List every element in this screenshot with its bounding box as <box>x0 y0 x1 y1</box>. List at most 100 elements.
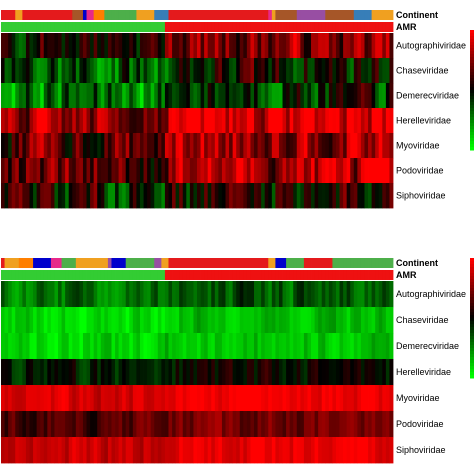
heatmap-cell <box>150 333 155 360</box>
heatmap-cell <box>218 58 223 84</box>
continent-annotation-cell <box>243 10 248 20</box>
heatmap-cell <box>115 437 119 464</box>
heatmap-cell <box>371 83 376 109</box>
amr-annotation-cell <box>232 270 237 280</box>
heatmap-cell <box>125 411 130 438</box>
heatmap-cell <box>318 307 323 334</box>
amr-annotation-cell <box>168 270 173 280</box>
heatmap-cell <box>368 307 373 334</box>
amr-annotation-cell <box>154 270 159 280</box>
heatmap-cell <box>1 183 5 209</box>
continent-annotation-cell <box>164 10 169 20</box>
heatmap-cell <box>382 83 387 109</box>
heatmap-cell <box>90 58 95 84</box>
heatmap-cell <box>65 33 70 59</box>
heatmap-cell <box>261 83 266 109</box>
heatmap-cell <box>214 33 219 59</box>
heatmap-cell <box>218 385 223 412</box>
amr-annotation-cell <box>264 270 269 280</box>
heatmap-cell <box>275 58 280 84</box>
amr-annotation-cell <box>157 22 162 32</box>
heatmap-cell <box>8 281 13 308</box>
heatmap-cell <box>239 385 244 412</box>
continent-annotation-cell <box>175 10 180 20</box>
heatmap-cell <box>18 158 23 184</box>
heatmap-cell <box>368 333 373 360</box>
heatmap-cell <box>50 158 55 184</box>
amr-annotation-cell <box>4 22 9 32</box>
heatmap-cell <box>104 333 109 360</box>
heatmap-cell <box>129 83 134 109</box>
heatmap-cell <box>300 411 305 438</box>
continent-annotation-cell <box>90 10 95 20</box>
continent-annotation-cell <box>29 10 34 20</box>
row-label: Podoviridae <box>396 166 444 176</box>
continent-annotation-cell <box>225 10 230 20</box>
heatmap-cell <box>40 108 45 134</box>
heatmap-cell <box>293 333 298 360</box>
heatmap-cell <box>115 411 119 438</box>
heatmap-cell <box>243 307 248 334</box>
amr-annotation-cell <box>268 22 273 32</box>
heatmap-cell <box>164 359 169 386</box>
heatmap-cell <box>368 437 373 464</box>
heatmap-cell <box>293 307 298 334</box>
heatmap-cell <box>282 437 287 464</box>
heatmap-cell <box>1 385 5 412</box>
heatmap-cell <box>311 33 315 59</box>
heatmap-cell <box>186 411 191 438</box>
continent-annotation-cell <box>371 10 376 20</box>
heatmap-cell <box>15 281 20 308</box>
heatmap-cell <box>382 281 387 308</box>
heatmap-cell <box>314 33 319 59</box>
color-scale-step <box>470 60 474 64</box>
heatmap-cell <box>161 83 166 109</box>
amr-annotation-cell <box>172 270 177 280</box>
heatmap-cell <box>136 183 141 209</box>
continent-annotation-cell <box>314 10 319 20</box>
amr-annotation-cell <box>214 270 219 280</box>
heatmap-panel-top: ContinentAMRAutographiviridaeChasevirida… <box>1 10 474 209</box>
heatmap-cell <box>193 307 198 334</box>
heatmap-cell <box>107 333 112 360</box>
heatmap-cell <box>368 58 373 84</box>
heatmap-cell <box>90 411 95 438</box>
heatmap-cell <box>385 333 390 360</box>
heatmap-cell <box>118 281 123 308</box>
heatmap-cell <box>229 58 234 84</box>
amr-annotation-cell <box>157 270 162 280</box>
color-scale-step <box>470 366 474 370</box>
heatmap-cell <box>375 307 380 334</box>
heatmap-cell <box>385 411 390 438</box>
heatmap-cell <box>275 333 280 360</box>
heatmap-cell <box>97 281 102 308</box>
heatmap-cell <box>179 307 184 334</box>
heatmap-cell <box>289 58 294 84</box>
heatmap-cell <box>275 411 280 438</box>
heatmap-cell <box>29 437 34 464</box>
continent-annotation-cell <box>75 258 80 268</box>
amr-annotation-cell <box>211 270 216 280</box>
heatmap-cell <box>15 58 20 84</box>
amr-annotation-cell <box>8 22 13 32</box>
heatmap-cell <box>343 183 348 209</box>
amr-annotation-cell <box>86 270 91 280</box>
heatmap-cell <box>175 437 180 464</box>
heatmap-cell <box>90 437 95 464</box>
color-scale-step <box>470 339 474 343</box>
heatmap-cell <box>278 307 283 334</box>
heatmap-cell <box>318 359 323 386</box>
heatmap-cell <box>61 158 66 184</box>
heatmap-cell <box>25 183 30 209</box>
heatmap-cell <box>68 359 73 386</box>
heatmap-cell <box>204 307 209 334</box>
continent-annotation-cell <box>225 258 230 268</box>
color-scale-step <box>470 30 474 34</box>
heatmap-cell <box>111 281 116 308</box>
continent-annotation-cell <box>86 258 91 268</box>
heatmap-cell <box>321 58 326 84</box>
amr-annotation-cell <box>368 270 373 280</box>
heatmap-cell <box>122 281 127 308</box>
heatmap-cell <box>286 281 291 308</box>
heatmap-cell <box>282 183 287 209</box>
